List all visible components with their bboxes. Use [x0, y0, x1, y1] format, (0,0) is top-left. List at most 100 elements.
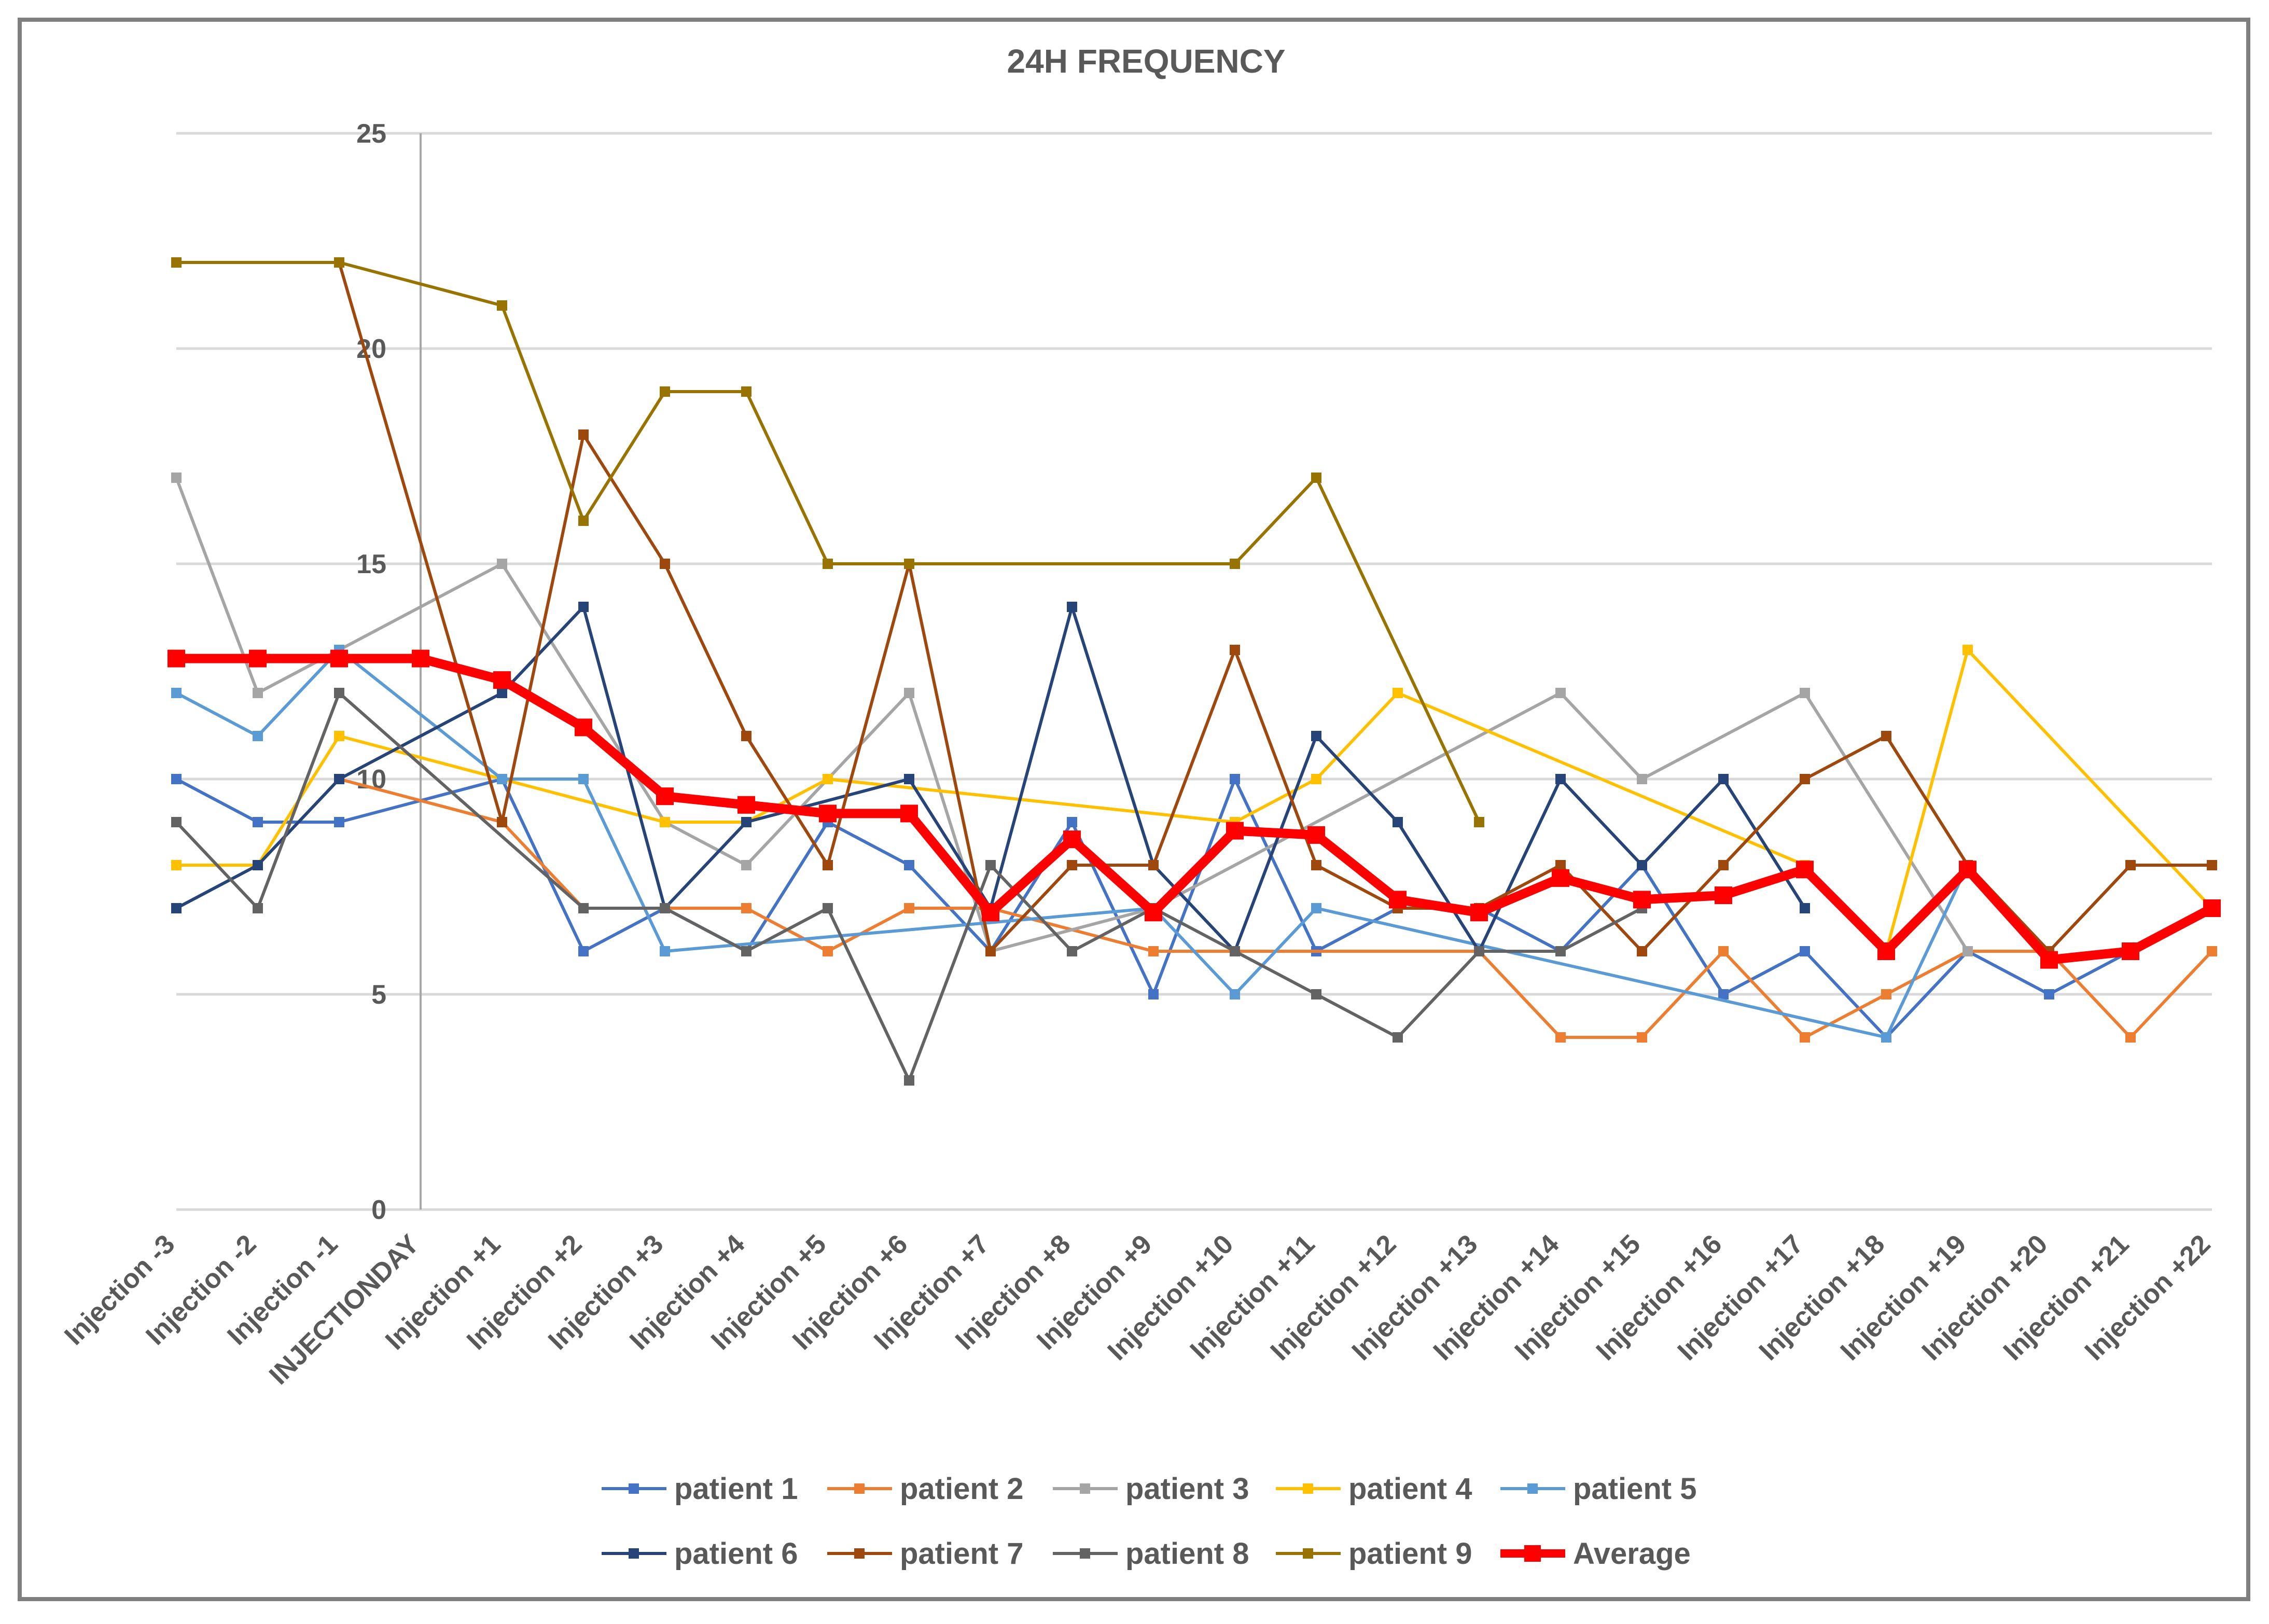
series-average [168, 649, 2221, 969]
data-point [741, 731, 751, 741]
data-point [497, 300, 507, 311]
legend-label: patient 2 [900, 1472, 1024, 1506]
data-point [493, 671, 511, 689]
data-point [171, 774, 182, 784]
data-point [171, 860, 182, 870]
data-point [1393, 817, 1403, 827]
legend-item-patient-7: patient 7 [827, 1537, 1024, 1571]
data-point [1230, 946, 1240, 956]
data-point [1637, 1032, 1647, 1043]
legend-label: patient 3 [1125, 1472, 1249, 1506]
data-point [578, 774, 589, 784]
legend-label: patient 6 [674, 1537, 798, 1571]
legend-marker [629, 1483, 639, 1494]
data-point [1148, 946, 1159, 956]
legend-marker [854, 1483, 865, 1494]
data-point [1800, 774, 1810, 784]
data-point [497, 817, 507, 827]
data-point [985, 946, 996, 956]
legend-marker [1527, 1483, 1538, 1494]
data-point [1881, 989, 1891, 1000]
data-point [2207, 860, 2217, 870]
data-point [1311, 903, 1321, 913]
data-point [660, 946, 670, 956]
legend-item-patient-8: patient 8 [1053, 1537, 1249, 1571]
data-point [1555, 860, 1566, 870]
data-point [1067, 860, 1077, 870]
data-point [1555, 1032, 1566, 1043]
data-point [1715, 886, 1732, 905]
data-point [1718, 774, 1729, 784]
x-tick-label: INJECTIONDAY [263, 1229, 425, 1390]
data-point [1718, 860, 1729, 870]
data-point [741, 946, 751, 956]
data-point [1962, 645, 1973, 655]
data-point [1230, 645, 1240, 655]
data-point [171, 257, 182, 268]
data-point [660, 903, 670, 913]
data-point [578, 946, 589, 956]
data-point [660, 559, 670, 569]
series-group [168, 257, 2221, 1086]
data-point [253, 688, 263, 698]
data-point [982, 904, 999, 922]
legend-item-patient-5: patient 5 [1500, 1472, 1697, 1506]
data-point [1148, 860, 1159, 870]
data-point [2203, 899, 2221, 917]
data-point [334, 257, 344, 268]
data-point [1393, 1032, 1403, 1043]
chart-title: 24H FREQUENCY [1007, 43, 1286, 80]
legend: patient 1 patient 2 patient 3 patient 4 pati… [602, 1472, 1697, 1571]
data-point [1307, 826, 1325, 844]
data-point [1230, 774, 1240, 784]
data-point [1067, 602, 1077, 612]
data-point [900, 804, 918, 823]
data-point [985, 860, 996, 870]
data-point [1067, 817, 1077, 827]
legend-label: patient 4 [1348, 1472, 1472, 1506]
data-point [904, 688, 914, 698]
legend-marker [1524, 1545, 1541, 1562]
data-point [819, 804, 837, 823]
data-point [1881, 1032, 1891, 1043]
data-point [904, 860, 914, 870]
data-point [1796, 860, 1814, 879]
data-point [823, 559, 833, 569]
data-point [171, 903, 182, 913]
data-point [660, 817, 670, 827]
series-patient-6 [171, 602, 1810, 956]
data-point [334, 731, 344, 741]
data-point [1637, 946, 1647, 956]
data-point [2125, 1032, 2136, 1043]
data-point [1230, 989, 1240, 1000]
data-point [741, 386, 751, 397]
data-point [171, 473, 182, 483]
legend-label: patient 8 [1125, 1537, 1249, 1571]
data-point [1555, 774, 1566, 784]
data-point [1393, 688, 1403, 698]
data-point [330, 649, 348, 668]
data-point [741, 817, 751, 827]
data-point [334, 688, 344, 698]
data-point [823, 774, 833, 784]
data-point [660, 386, 670, 397]
series-line-patient-3 [175, 477, 1969, 953]
data-point [334, 774, 344, 784]
data-point [741, 903, 751, 913]
data-point [1881, 731, 1891, 741]
gridlines [176, 132, 2212, 1211]
data-point [823, 903, 833, 913]
data-point [1718, 989, 1729, 1000]
y-tick-label: 15 [356, 549, 386, 579]
data-point [2207, 946, 2217, 956]
data-point [578, 903, 589, 913]
data-point [253, 903, 263, 913]
series-patient-8 [171, 688, 1647, 1086]
data-point [904, 559, 914, 569]
data-point [904, 903, 914, 913]
data-point [412, 649, 429, 668]
data-point [168, 649, 185, 668]
data-point [1067, 946, 1077, 956]
